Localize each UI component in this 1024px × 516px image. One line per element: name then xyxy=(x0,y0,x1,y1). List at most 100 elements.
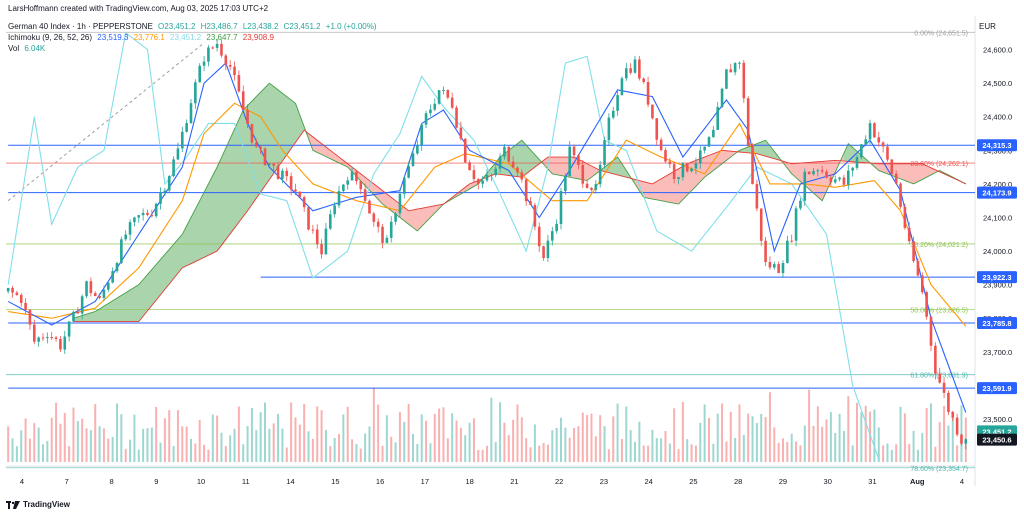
candle-body xyxy=(651,104,654,119)
volume-bar xyxy=(782,438,784,462)
volume-bar xyxy=(120,414,123,462)
candle-body xyxy=(877,137,881,143)
candle xyxy=(54,335,58,342)
volume-bar xyxy=(416,444,419,462)
volume-bar xyxy=(285,447,288,462)
close-value: C23,451.2 xyxy=(283,22,321,31)
volume-bar xyxy=(420,414,423,462)
volume-bar xyxy=(708,418,710,462)
time-tick-label: 10 xyxy=(197,477,205,486)
candle-body xyxy=(28,309,32,325)
candle xyxy=(141,208,145,221)
tradingview-footer: TradingView xyxy=(6,500,70,509)
candle xyxy=(476,177,480,190)
time-tick-label: 18 xyxy=(465,477,473,486)
volume-bar xyxy=(342,414,345,462)
candle-body xyxy=(350,171,354,181)
candle-body xyxy=(202,61,206,66)
price-tick-label: 24,500.0 xyxy=(983,79,1012,88)
candle-body xyxy=(211,47,215,49)
change-value: +1.0 (+0.00%) xyxy=(325,22,377,31)
candle-body xyxy=(468,162,471,171)
candle-body xyxy=(498,156,502,169)
volume-bar xyxy=(664,430,667,462)
volume-bar xyxy=(346,406,349,462)
volume-bar xyxy=(264,402,266,462)
candle-body xyxy=(490,175,493,177)
candle-body xyxy=(268,163,271,166)
candle xyxy=(607,113,611,147)
level-price-badge: 23,785.8 xyxy=(977,317,1017,330)
time-tick-label: 4 xyxy=(20,477,24,486)
candle-body xyxy=(690,168,693,172)
candle xyxy=(455,105,458,129)
candle-body xyxy=(342,184,345,192)
volume-bar xyxy=(7,426,10,462)
volume-legend[interactable]: Vol 6.04K xyxy=(8,44,45,53)
candle xyxy=(89,277,93,297)
candle-body xyxy=(128,222,132,235)
volume-bar xyxy=(821,426,824,462)
volume-bar xyxy=(146,428,149,462)
candle xyxy=(655,118,659,146)
candle-body xyxy=(607,117,611,141)
volume-bar xyxy=(351,439,354,462)
level-price-badge: 24,173.9 xyxy=(977,186,1017,199)
volume-bar xyxy=(468,422,471,462)
volume-bar xyxy=(586,415,589,462)
volume-bar xyxy=(294,417,297,462)
candle xyxy=(246,104,249,128)
candle xyxy=(803,168,807,206)
candle-body xyxy=(738,62,741,64)
cloud-bullish xyxy=(739,140,783,163)
candle xyxy=(150,209,154,218)
candle xyxy=(899,182,902,209)
volume-bar xyxy=(760,413,763,462)
currency-label[interactable]: EUR xyxy=(979,22,996,31)
symbol-legend[interactable]: German 40 Index · 1h · PEPPERSTONE O23,4… xyxy=(8,22,377,31)
candle xyxy=(838,176,841,182)
candle-body xyxy=(564,176,567,192)
price-tick-label: 24,400.0 xyxy=(983,113,1012,122)
candle xyxy=(446,89,450,100)
volume-bar xyxy=(176,410,179,462)
candle xyxy=(46,332,49,344)
ichimoku-legend[interactable]: Ichimoku (9, 26, 52, 26) 23,519.3 23,776… xyxy=(8,33,274,42)
candle xyxy=(546,234,550,262)
ichimoku-lagging-value: 23,451.2 xyxy=(170,33,202,42)
candle xyxy=(294,183,297,196)
candle xyxy=(925,290,928,320)
cloud-bearish xyxy=(447,178,483,202)
volume-bar xyxy=(20,430,23,462)
candle xyxy=(228,60,232,71)
volume-bar xyxy=(150,427,153,462)
candle-body xyxy=(960,434,963,444)
volume-bar xyxy=(690,444,693,462)
volume-bar xyxy=(368,426,371,462)
candle-body xyxy=(254,142,258,147)
candle xyxy=(333,201,336,218)
candle xyxy=(337,185,341,209)
volume-bar xyxy=(59,423,62,462)
volume-bar xyxy=(237,406,240,462)
ichimoku-cloud xyxy=(73,83,966,322)
candle xyxy=(890,158,894,176)
volume-bar xyxy=(102,428,105,462)
candle-body xyxy=(363,189,367,201)
candle-body xyxy=(590,187,593,190)
candle-body xyxy=(172,159,175,177)
time-tick-label: 9 xyxy=(154,477,158,486)
candle-body xyxy=(411,153,415,167)
candle xyxy=(524,178,528,206)
volume-value: 6.04K xyxy=(24,44,46,53)
candle xyxy=(690,167,693,173)
volume-bar xyxy=(768,392,771,462)
candle-body xyxy=(141,212,145,216)
candle-body xyxy=(50,337,54,339)
volume-bar xyxy=(85,428,88,462)
candle-body xyxy=(54,337,58,339)
candle xyxy=(172,156,175,178)
volume-bar xyxy=(560,417,562,462)
candle xyxy=(402,176,406,199)
